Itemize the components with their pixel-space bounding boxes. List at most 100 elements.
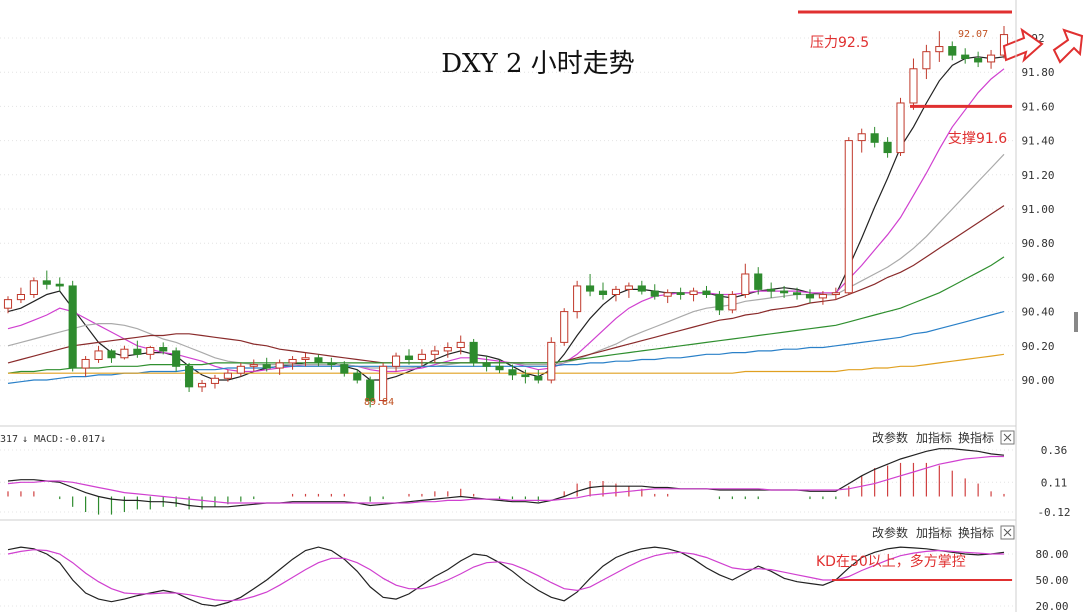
candle (120, 345, 129, 360)
kd-tick-label: 50.00 (1035, 574, 1068, 587)
macd-control-3[interactable]: 换指标 (958, 430, 994, 445)
kd-controls: 改参数 加指标 换指标 (872, 525, 1015, 540)
candle (249, 359, 258, 372)
candle (534, 369, 543, 384)
macd-down-arrow: ↓ (22, 434, 28, 445)
candle (456, 335, 465, 355)
candle (870, 126, 879, 148)
candle (560, 308, 569, 346)
candle (831, 287, 840, 300)
price-tick-label: 90.40 (1021, 306, 1054, 319)
candle (353, 369, 362, 384)
candle (767, 282, 776, 298)
candle (573, 280, 582, 319)
candle (42, 270, 51, 290)
candle (508, 364, 517, 380)
candle (55, 277, 64, 292)
candle (327, 357, 336, 370)
right-arrow-icon (1002, 27, 1044, 63)
candle (3, 296, 13, 314)
price-tick-label: 91.80 (1021, 66, 1054, 79)
candle (430, 345, 439, 363)
candle (107, 349, 116, 363)
kd-panel: 80.00 50.00 20.00 KD在50以上，多方掌控 改参数 加指标 换指标 (0, 519, 1069, 612)
candle (159, 342, 168, 355)
kd-control-1[interactable]: 改参数 (872, 525, 908, 540)
moving-average-lines (7, 56, 1005, 384)
kd-tick-label: 20.00 (1035, 600, 1068, 612)
macd-lines (7, 448, 1005, 508)
support-label: 支撑91.6 (948, 131, 1007, 147)
macd-histogram (7, 462, 1005, 515)
candle (728, 291, 737, 314)
candle (961, 48, 970, 64)
candlestick-series (3, 26, 1009, 408)
candle (883, 137, 892, 158)
candle (275, 359, 284, 375)
kd-control-3[interactable]: 换指标 (958, 525, 994, 540)
candle (404, 349, 414, 365)
moving-average-line (7, 256, 1005, 374)
price-tick-label: 90.80 (1021, 237, 1054, 250)
right-arrow-icon (1052, 28, 1084, 64)
macd-line (7, 455, 1004, 504)
macd-down-arrow-2: ↓ (100, 434, 106, 445)
candle (223, 369, 232, 382)
moving-average-line (8, 353, 1005, 374)
macd-panel: 0.36 0.11 -0.12 317 ↓ MACD:-0.017 ↓ 改参数 加指标… (0, 425, 1071, 519)
macd-value-label: MACD:-0.017 (34, 434, 100, 445)
candle (948, 41, 957, 61)
macd-control-2[interactable]: 加指标 (916, 430, 952, 445)
candle (780, 285, 789, 298)
candle (81, 356, 90, 377)
candle (210, 374, 220, 389)
candle (741, 263, 750, 298)
candle (598, 282, 608, 300)
resistance-label: 压力92.5 (810, 35, 869, 51)
price-y-axis: 9291.8091.6091.4091.2091.0090.8090.6090.… (1021, 32, 1054, 387)
candle (909, 58, 918, 110)
kd-control-2[interactable]: 加指标 (916, 525, 952, 540)
candle (857, 128, 866, 153)
candle (676, 287, 685, 300)
candle (236, 362, 245, 377)
macd-tick-label: -0.12 (1037, 506, 1070, 519)
price-gridlines (0, 37, 1016, 381)
moving-average-line (7, 311, 1005, 384)
kd-tick-label: 80.00 (1035, 548, 1068, 561)
macd-label-prefix: 317 (0, 434, 18, 445)
candle (366, 376, 375, 408)
candle (133, 340, 142, 358)
price-tick-label: 91.60 (1021, 100, 1054, 113)
candle (663, 289, 672, 304)
candle (624, 282, 633, 298)
macd-line (7, 448, 1005, 508)
candle (922, 44, 931, 80)
moving-average-line (7, 68, 1005, 373)
price-panel: 9291.8091.6091.4091.2091.0090.8090.6090.… (0, 10, 1084, 408)
low-value-label: 89.84 (364, 397, 394, 408)
macd-control-1[interactable]: 改参数 (872, 430, 908, 445)
candle (689, 287, 698, 302)
close-icon[interactable] (1000, 430, 1015, 445)
scroll-handle[interactable] (1074, 312, 1078, 332)
high-value-label: 92.07 (958, 29, 988, 40)
candle (314, 354, 323, 367)
candle (301, 352, 310, 367)
macd-y-axis: 0.36 0.11 -0.12 (1037, 444, 1070, 519)
macd-controls: 改参数 加指标 换指标 (872, 430, 1015, 445)
kd-note: KD在50以上，多方掌控 (816, 553, 966, 570)
candle (68, 280, 77, 372)
candle (16, 287, 25, 304)
candle (379, 362, 388, 404)
candle (288, 356, 297, 370)
price-tick-label: 91.20 (1021, 169, 1054, 182)
kd-y-axis: 80.00 50.00 20.00 (1035, 548, 1068, 612)
candle (94, 345, 103, 363)
close-icon[interactable] (1000, 525, 1015, 540)
candle (844, 137, 853, 295)
candle (987, 49, 996, 69)
candle (340, 361, 349, 377)
candle (896, 97, 905, 156)
